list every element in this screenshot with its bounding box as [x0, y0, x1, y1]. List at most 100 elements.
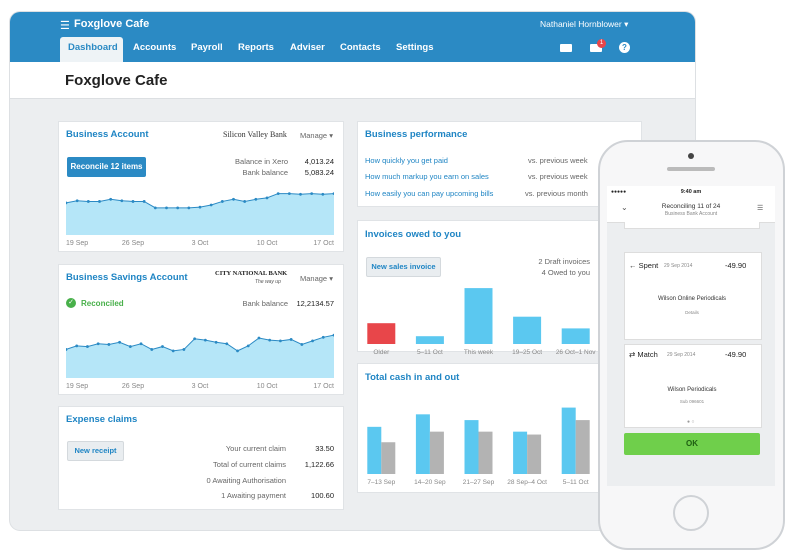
bar — [513, 431, 528, 474]
point — [311, 339, 314, 343]
user-menu[interactable]: Nathaniel Hornblower ▾ — [540, 19, 629, 29]
reconcile-button[interactable]: Reconcile 12 items — [67, 157, 146, 177]
files-icon[interactable] — [560, 44, 572, 52]
point — [98, 200, 101, 203]
point — [243, 200, 247, 203]
x-tick-label: 14–20 Sep — [414, 479, 446, 486]
transaction-card[interactable] — [624, 252, 762, 340]
panel-title[interactable]: Business Account — [66, 129, 149, 140]
row-label: Bank balance — [242, 299, 288, 308]
point — [131, 200, 135, 203]
panel-title[interactable]: Total cash in and out — [365, 372, 460, 383]
org-name[interactable]: Foxglove Cafe — [74, 18, 150, 30]
row-value: 100.60 — [311, 491, 334, 500]
point — [193, 337, 197, 341]
invoice-note[interactable]: 2 Draft invoices — [538, 257, 590, 266]
x-tick-label: 10 Oct — [257, 240, 278, 247]
phone-screen: ●●●●● 9:40 am ⌄ Reconciling 11 of 24 Bus… — [607, 186, 775, 486]
manage-menu[interactable]: Manage ▾ — [300, 131, 333, 140]
card-kind: ← Spent — [629, 261, 658, 270]
signal: ●●●●● — [611, 189, 627, 195]
x-tick-label: 21–27 Sep — [463, 479, 495, 486]
metric-link[interactable]: How easily you can pay upcoming bills — [365, 189, 494, 198]
manage-label: Manage — [300, 131, 328, 140]
point — [300, 343, 304, 346]
invoice-note[interactable]: 4 Owed to you — [541, 268, 590, 277]
point — [220, 200, 224, 203]
nav-item[interactable]: Settings — [396, 42, 434, 53]
point — [120, 199, 124, 203]
savings-chart: 19 Sep 26 Sep 3 Oct 10 Oct 17 Oct — [66, 333, 334, 390]
point — [165, 206, 168, 210]
card-amount: -49.90 — [725, 350, 747, 359]
point — [139, 342, 143, 346]
area — [66, 193, 334, 235]
bar — [415, 336, 444, 344]
nav-item[interactable]: Dashboard — [68, 42, 118, 53]
point — [128, 345, 132, 348]
phone-speaker — [667, 167, 715, 171]
panel-title[interactable]: Business performance — [365, 129, 468, 140]
phone-subtitle: Business Bank Account — [664, 211, 718, 217]
help-icon[interactable]: ? — [619, 42, 630, 53]
card-amount: -49.90 — [725, 261, 747, 270]
point — [150, 348, 154, 351]
bar — [561, 328, 590, 344]
point — [332, 192, 334, 195]
x-tick-label: 3 Oct — [192, 383, 209, 390]
comparison: vs. previous week — [528, 156, 588, 165]
panel-title[interactable]: Business Savings Account — [66, 272, 188, 283]
prev-card — [624, 222, 760, 229]
home-button[interactable] — [673, 495, 709, 531]
match-card[interactable] — [624, 344, 762, 428]
card-date: 29 Sep 2014 — [664, 263, 693, 269]
point — [171, 349, 175, 353]
point — [268, 338, 272, 342]
point — [66, 201, 68, 205]
nav-item[interactable]: Payroll — [191, 42, 223, 53]
bar — [464, 288, 493, 344]
point — [75, 199, 79, 203]
point — [246, 344, 250, 348]
manage-menu[interactable]: Manage ▾ — [300, 274, 333, 283]
point — [299, 192, 302, 196]
point — [176, 206, 180, 210]
new-receipt-button[interactable]: New receipt — [67, 441, 124, 461]
card-detail: Sub 096601 — [679, 399, 705, 404]
area — [66, 335, 334, 378]
point — [257, 336, 261, 340]
point — [187, 206, 191, 210]
bar — [513, 316, 542, 344]
menu-icon[interactable]: ☰ — [60, 20, 70, 32]
user-name: Nathaniel Hornblower — [540, 19, 622, 29]
point — [109, 197, 113, 201]
nav-item[interactable]: Reports — [238, 42, 274, 53]
point — [153, 206, 157, 210]
metric-link[interactable]: How quickly you get paid — [365, 156, 448, 165]
panel-title[interactable]: Expense claims — [66, 414, 138, 425]
x-tick-label: 17 Oct — [313, 240, 334, 247]
mail-icon[interactable] — [590, 44, 602, 52]
nav-item[interactable]: Contacts — [340, 42, 381, 53]
row-label: Your current claim — [225, 444, 286, 453]
point — [279, 339, 282, 343]
bank-logo: Silicon Valley Bank — [223, 130, 287, 139]
metric-link[interactable]: How much markup you earn on sales — [365, 172, 489, 181]
x-tick-label: 3 Oct — [192, 240, 209, 247]
kind-label: Match — [637, 350, 658, 359]
bar — [464, 420, 479, 474]
list-icon[interactable]: ☰ — [757, 205, 764, 212]
ok-button[interactable]: OK — [624, 433, 760, 455]
line — [66, 334, 334, 352]
point — [96, 342, 100, 346]
x-tick-label: 7–13 Sep — [367, 479, 395, 486]
new-invoice-button[interactable]: New sales invoice — [366, 257, 441, 277]
back-icon[interactable]: ⌄ — [621, 203, 628, 212]
panel-title[interactable]: Invoices owed to you — [365, 229, 462, 240]
point — [209, 203, 213, 207]
nav-item[interactable]: Adviser — [290, 42, 325, 53]
x-tick-label: 26 Sep — [122, 240, 144, 247]
nav-item[interactable]: Accounts — [133, 42, 177, 53]
kind-label: Spent — [638, 261, 659, 270]
row-value: 33.50 — [315, 444, 334, 453]
